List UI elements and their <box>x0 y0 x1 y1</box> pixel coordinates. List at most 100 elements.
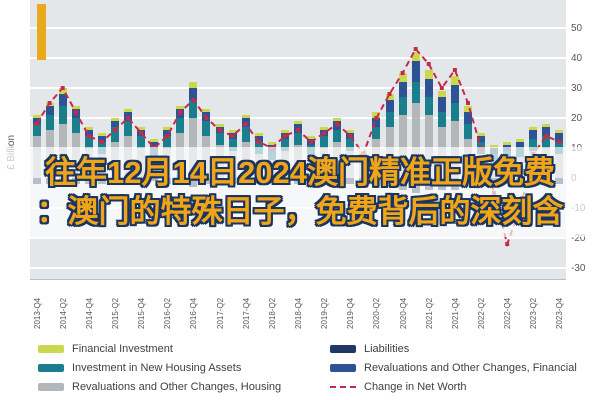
bar-segment <box>411 52 420 61</box>
y-tick-label: 50 <box>571 23 583 34</box>
bar-segment <box>437 97 446 112</box>
bar-segment <box>385 112 394 127</box>
bar-segment <box>542 127 551 136</box>
bar-segment <box>84 127 93 130</box>
legend-label: Investment in New Housing Assets <box>72 361 242 374</box>
gridline <box>30 57 566 59</box>
plot-area <box>30 0 566 280</box>
bar-segment <box>437 91 446 97</box>
legend-column: Liabilities Revaluations and Other Change… <box>330 339 577 396</box>
legend-label: Change in Net Worth <box>364 380 467 393</box>
bar-segment <box>529 130 538 139</box>
bar-segment <box>228 130 237 133</box>
bar-segment <box>241 115 250 118</box>
bar-segment <box>490 145 499 148</box>
x-tick-label: 2015-Q4 <box>137 297 147 329</box>
x-tick-label: 2019-Q2 <box>320 297 330 329</box>
legend-swatch <box>330 385 356 388</box>
bar-segment <box>424 79 433 97</box>
gridline <box>30 117 566 119</box>
bar-segment <box>450 76 459 85</box>
x-tick-label: 2018-Q4 <box>294 297 303 329</box>
decorative-accent-bar <box>37 4 46 60</box>
bar-segment <box>477 133 486 136</box>
bar-segment <box>411 103 420 178</box>
bar-segment <box>58 88 67 94</box>
bar-segment <box>503 142 512 145</box>
bar-segment <box>346 130 355 133</box>
bar-segment <box>150 142 159 148</box>
y-tick-label: 40 <box>571 53 583 64</box>
bar-segment <box>333 130 342 142</box>
bar-segment <box>294 121 302 124</box>
bar-segment <box>97 136 106 142</box>
x-tick-label: 2016-Q4 <box>189 297 199 329</box>
chart-legend: Financial Investment Investment in New Ho… <box>0 333 600 400</box>
x-tick-label: 2023-Q4 <box>555 297 565 329</box>
overlay-title-line2: ：澳门的特殊日子，免费背后的深刻含 <box>36 194 564 229</box>
x-tick-label: 2021-Q4 <box>450 297 460 329</box>
bar-segment <box>529 127 538 130</box>
x-tick-label: 2015-Q2 <box>110 297 120 329</box>
bar-segment <box>150 139 159 142</box>
legend-swatch <box>330 363 356 372</box>
legend-item: Revaluations and Other Changes, Financia… <box>330 358 577 377</box>
bar-segment <box>320 127 329 130</box>
bar-segment <box>463 124 472 139</box>
y-tick-label: -20 <box>571 233 586 244</box>
bar-segment <box>346 139 355 151</box>
y-tick-label: 20 <box>571 113 583 124</box>
bar-segment <box>516 142 525 148</box>
bar-segment <box>137 136 146 148</box>
bar-segment <box>84 136 93 148</box>
bar-segment <box>32 115 41 118</box>
bar-segment <box>463 106 472 112</box>
bar-segment <box>437 112 446 127</box>
legend-item: Investment in New Housing Assets <box>38 358 281 377</box>
bar-segment <box>110 121 119 127</box>
x-tick-label: 2022-Q4 <box>503 297 513 329</box>
bar-segment <box>45 115 54 130</box>
bar-segment <box>333 118 342 121</box>
legend-column: Financial Investment Investment in New Ho… <box>38 339 281 396</box>
x-tick-label: 2016-Q2 <box>163 297 173 329</box>
bar-segment <box>97 133 106 136</box>
x-tick-label: 2020-Q4 <box>398 297 408 329</box>
x-tick-label: 2017-Q2 <box>215 297 225 329</box>
bar-segment <box>477 136 486 142</box>
x-tick-label: 2022-Q2 <box>477 297 487 329</box>
overlay-title-line1: 往年12月14日2024澳门精准正版免费 <box>45 155 555 190</box>
legend-swatch <box>330 344 356 353</box>
x-tick-label: 2020-Q2 <box>372 297 382 329</box>
gridline <box>30 27 566 29</box>
x-tick-label: 2023-Q2 <box>529 297 539 329</box>
bar-segment <box>176 118 185 133</box>
x-tick-label: 2021-Q2 <box>424 297 434 329</box>
bar-segment <box>294 133 302 145</box>
bar-segment <box>555 133 564 142</box>
title-overlay: 往年12月14日2024澳门精准正版免费 ：澳门的特殊日子，免费背后的深刻含 <box>0 147 600 237</box>
y-tick-label: 30 <box>571 83 583 94</box>
gridline <box>30 237 566 239</box>
x-tick-label: 2014-Q2 <box>58 297 68 329</box>
bar-segment <box>450 85 459 103</box>
bar-segment <box>411 61 420 82</box>
bar-segment <box>254 133 263 136</box>
bar-segment <box>372 127 381 139</box>
gridline <box>30 267 566 269</box>
bar-segment <box>110 127 119 142</box>
bar-segment <box>71 118 80 133</box>
bar-segment <box>163 127 172 130</box>
bar-segment <box>124 109 133 112</box>
gridline <box>30 87 566 89</box>
x-tick-label: 2019-Q4 <box>346 297 356 329</box>
bar-segment <box>176 106 185 109</box>
bar-segment <box>189 88 198 100</box>
bar-segment <box>372 112 381 118</box>
bar-segment <box>450 103 459 121</box>
bar-segment <box>202 109 211 112</box>
legend-label: Revaluations and Other Changes, Financia… <box>364 361 577 374</box>
legend-swatch <box>38 382 64 391</box>
bar-segment <box>411 82 420 103</box>
